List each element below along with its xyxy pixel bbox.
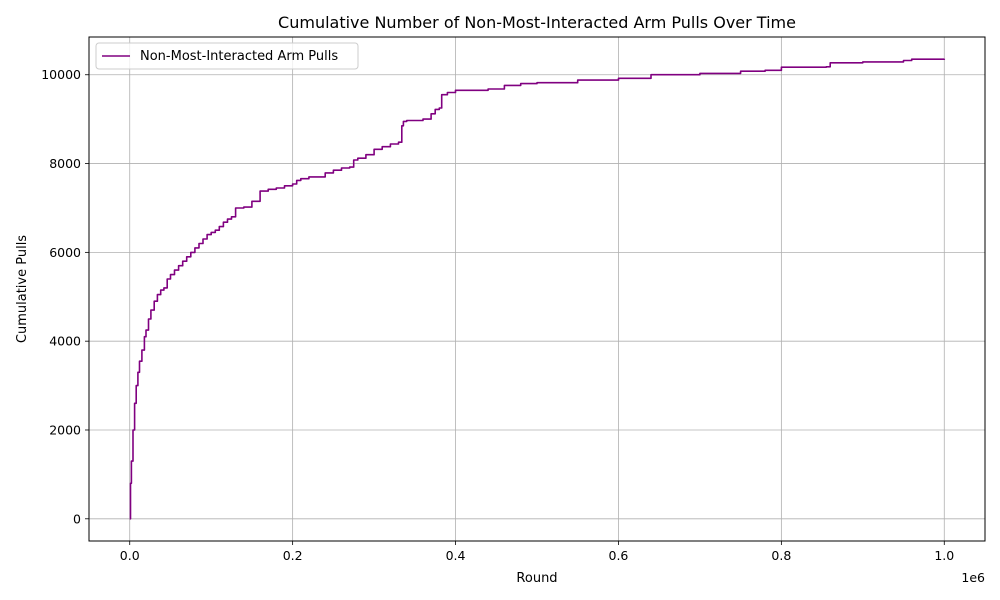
- axis-ticks: 0.0 0.2 0.4 0.6 0.8 1.0 0 2000 4000 6000 8000 10000: [41, 67, 954, 563]
- y-tick-label: 6000: [49, 245, 81, 260]
- y-tick-label: 8000: [49, 156, 81, 171]
- y-tick-label: 10000: [41, 67, 81, 82]
- grid: [89, 37, 985, 541]
- plot-frame: [88, 36, 986, 542]
- chart-title: Cumulative Number of Non-Most-Interacted…: [278, 13, 796, 32]
- y-tick-label: 4000: [49, 334, 81, 349]
- x-axis-label: Round: [516, 571, 557, 586]
- x-tick-label: 1.0: [934, 548, 954, 563]
- legend-box: [95, 42, 359, 70]
- series-line: [129, 58, 946, 520]
- y-tick-label: 2000: [49, 422, 81, 437]
- legend-label: Non-Most-Interacted Arm Pulls: [140, 49, 338, 64]
- y-tick-label: 0: [73, 511, 81, 526]
- x-tick-label: 0.6: [609, 548, 629, 563]
- x-offset-label: 1e6: [961, 570, 985, 585]
- x-tick-label: 0.4: [446, 548, 466, 563]
- y-axis-label: Cumulative Pulls: [15, 235, 30, 343]
- series-group: [129, 58, 946, 520]
- x-tick-label: 0.0: [120, 548, 140, 563]
- x-tick-label: 0.8: [771, 548, 791, 563]
- x-tick-label: 0.2: [283, 548, 303, 563]
- legend: Non-Most-Interacted Arm Pulls: [95, 42, 359, 70]
